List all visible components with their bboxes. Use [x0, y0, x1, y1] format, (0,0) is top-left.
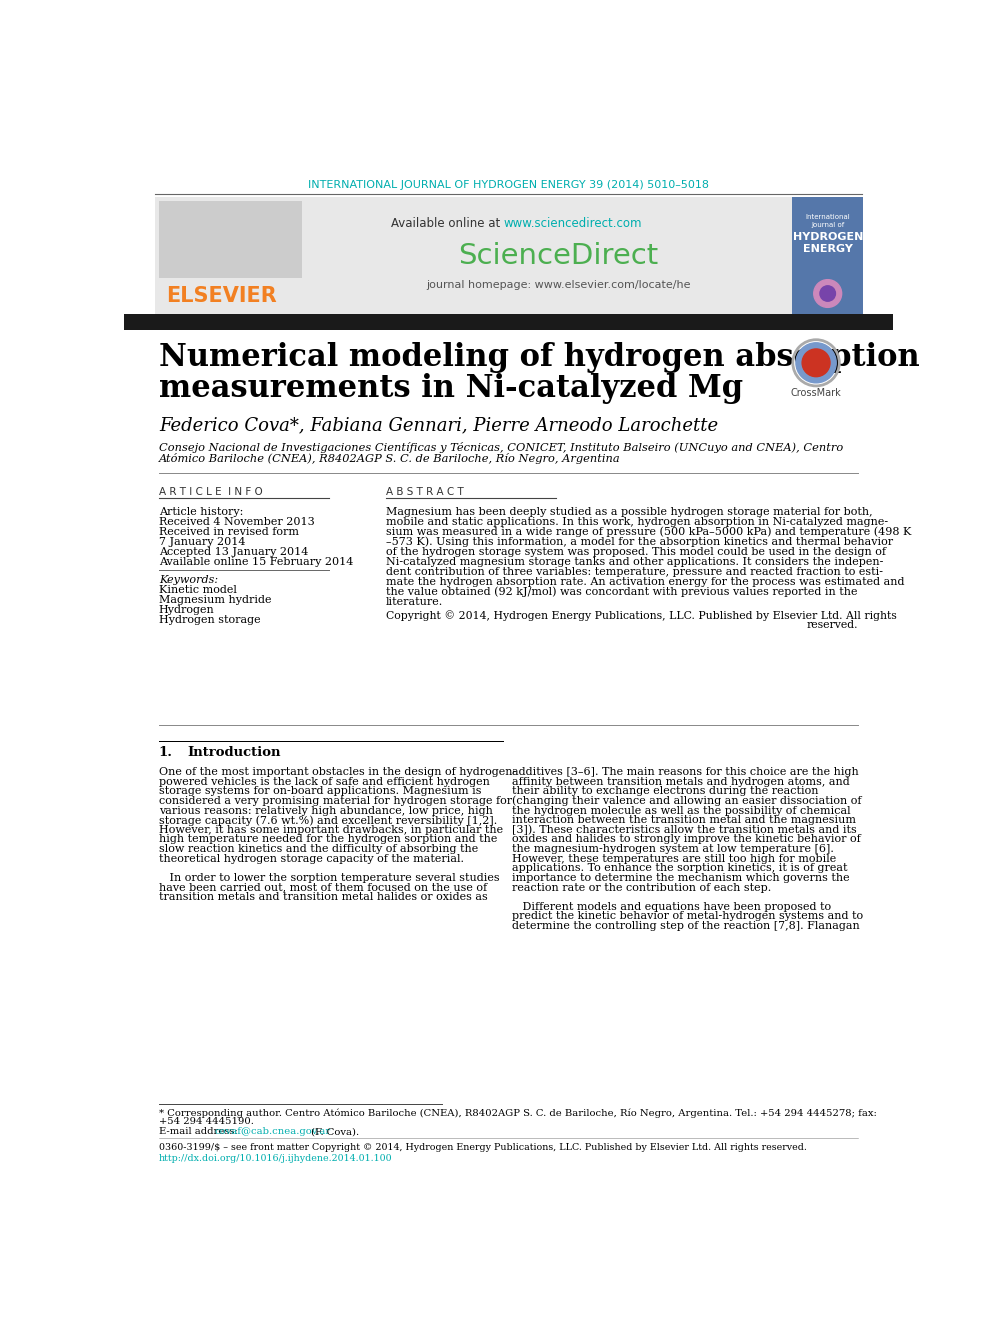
Text: Received in revised form: Received in revised form	[159, 527, 299, 537]
Circle shape	[803, 349, 830, 377]
Text: high temperature needed for the hydrogen sorption and the: high temperature needed for the hydrogen…	[159, 835, 497, 844]
Bar	[155, 197, 792, 315]
Text: their ability to exchange electrons during the reaction: their ability to exchange electrons duri…	[512, 786, 818, 796]
Text: sium was measured in a wide range of pressure (500 kPa–5000 kPa) and temperature: sium was measured in a wide range of pre…	[386, 527, 912, 537]
Text: In order to lower the sorption temperature several studies: In order to lower the sorption temperatu…	[159, 873, 500, 882]
Text: ScienceDirect: ScienceDirect	[458, 242, 658, 270]
Text: Magnesium has been deeply studied as a possible hydrogen storage material for bo: Magnesium has been deeply studied as a p…	[386, 507, 873, 517]
Text: mobile and static applications. In this work, hydrogen absorption in Ni-catalyze: mobile and static applications. In this …	[386, 517, 888, 527]
Text: Ni-catalyzed magnesium storage tanks and other applications. It considers the in: Ni-catalyzed magnesium storage tanks and…	[386, 557, 883, 566]
Text: Different models and equations have been proposed to: Different models and equations have been…	[512, 902, 830, 912]
Text: importance to determine the mechanism which governs the: importance to determine the mechanism wh…	[512, 873, 849, 882]
Text: powered vehicles is the lack of safe and efficient hydrogen: powered vehicles is the lack of safe and…	[159, 777, 490, 787]
Text: various reasons: relatively high abundance, low price, high: various reasons: relatively high abundan…	[159, 806, 493, 815]
Text: determine the controlling step of the reaction [7,8]. Flanagan: determine the controlling step of the re…	[512, 921, 859, 931]
Text: transition metals and transition metal halides or oxides as: transition metals and transition metal h…	[159, 892, 488, 902]
Text: Article history:: Article history:	[159, 507, 243, 517]
Bar	[124, 315, 893, 329]
Circle shape	[813, 279, 841, 307]
Text: –573 K). Using this information, a model for the absorption kinetics and thermal: –573 K). Using this information, a model…	[386, 537, 893, 548]
Text: journal homepage: www.elsevier.com/locate/he: journal homepage: www.elsevier.com/locat…	[426, 280, 690, 291]
Text: storage capacity (7.6 wt.%) and excellent reversibility [1,2].: storage capacity (7.6 wt.%) and excellen…	[159, 815, 497, 826]
Text: www.sciencedirect.com: www.sciencedirect.com	[504, 217, 642, 229]
Text: However, it has some important drawbacks, in particular the: However, it has some important drawbacks…	[159, 824, 503, 835]
Text: Accepted 13 January 2014: Accepted 13 January 2014	[159, 546, 309, 557]
Text: * Corresponding author. Centro Atómico Bariloche (CNEA), R8402AGP S. C. de Baril: * Corresponding author. Centro Atómico B…	[159, 1109, 877, 1118]
Text: considered a very promising material for hydrogen storage for: considered a very promising material for…	[159, 796, 512, 806]
Text: oxides and halides to strongly improve the kinetic behavior of: oxides and halides to strongly improve t…	[512, 835, 860, 844]
Text: http://dx.doi.org/10.1016/j.ijhydene.2014.01.100: http://dx.doi.org/10.1016/j.ijhydene.201…	[159, 1154, 393, 1163]
Text: 1.: 1.	[159, 745, 173, 758]
Text: storage systems for on-board applications. Magnesium is: storage systems for on-board application…	[159, 786, 481, 796]
Text: International
Journal of: International Journal of	[806, 214, 850, 228]
Text: Introduction: Introduction	[187, 745, 281, 758]
Text: Federico Cova*, Fabiana Gennari, Pierre Arneodo Larochette: Federico Cova*, Fabiana Gennari, Pierre …	[159, 415, 718, 434]
Text: the value obtained (92 kJ/mol) was concordant with previous values reported in t: the value obtained (92 kJ/mol) was conco…	[386, 587, 857, 598]
Text: reaction rate or the contribution of each step.: reaction rate or the contribution of eac…	[512, 882, 771, 893]
Text: covaf@cab.cnea.gov.ar: covaf@cab.cnea.gov.ar	[214, 1127, 331, 1136]
Text: dent contribution of three variables: temperature, pressure and reacted fraction: dent contribution of three variables: te…	[386, 566, 883, 577]
Circle shape	[820, 286, 835, 302]
Text: of the hydrogen storage system was proposed. This model could be used in the des: of the hydrogen storage system was propo…	[386, 546, 886, 557]
Text: HYDROGEN
ENERGY: HYDROGEN ENERGY	[793, 232, 863, 254]
Text: Hydrogen: Hydrogen	[159, 605, 214, 615]
Text: have been carried out, most of them focused on the use of: have been carried out, most of them focu…	[159, 882, 487, 893]
Text: Consejo Nacional de Investigaciones Científicas y Técnicas, CONICET, Instituto B: Consejo Nacional de Investigaciones Cien…	[159, 442, 843, 452]
Text: additives [3–6]. The main reasons for this choice are the high: additives [3–6]. The main reasons for th…	[512, 767, 858, 777]
Text: Atómico Bariloche (CNEA), R8402AGP S. C. de Bariloche, Río Negro, Argentina: Atómico Bariloche (CNEA), R8402AGP S. C.…	[159, 452, 621, 464]
Text: affinity between transition metals and hydrogen atoms, and: affinity between transition metals and h…	[512, 777, 849, 787]
Bar	[159, 741, 504, 742]
Text: Copyright © 2014, Hydrogen Energy Publications, LLC. Published by Elsevier Ltd. : Copyright © 2014, Hydrogen Energy Public…	[386, 610, 897, 620]
Text: interaction between the transition metal and the magnesium: interaction between the transition metal…	[512, 815, 855, 826]
Text: the hydrogen molecule as well as the possibility of chemical: the hydrogen molecule as well as the pos…	[512, 806, 850, 815]
Text: E-mail address:: E-mail address:	[159, 1127, 241, 1136]
Text: 7 January 2014: 7 January 2014	[159, 537, 245, 546]
Text: Magnesium hydride: Magnesium hydride	[159, 594, 272, 605]
Text: the magnesium-hydrogen system at low temperature [6].: the magnesium-hydrogen system at low tem…	[512, 844, 833, 855]
Text: predict the kinetic behavior of metal-hydrogen systems and to: predict the kinetic behavior of metal-hy…	[512, 912, 863, 921]
Text: (F. Cova).: (F. Cova).	[308, 1127, 359, 1136]
Text: slow reaction kinetics and the difficulty of absorbing the: slow reaction kinetics and the difficult…	[159, 844, 478, 855]
Text: Available online at: Available online at	[391, 217, 504, 229]
Text: mate the hydrogen absorption rate. An activation energy for the process was esti: mate the hydrogen absorption rate. An ac…	[386, 577, 905, 587]
Text: Hydrogen storage: Hydrogen storage	[159, 615, 261, 624]
Text: CrossMark: CrossMark	[791, 388, 841, 398]
Bar	[159, 201, 303, 278]
Text: Numerical modeling of hydrogen absorption: Numerical modeling of hydrogen absorptio…	[159, 343, 920, 373]
Text: Received 4 November 2013: Received 4 November 2013	[159, 517, 314, 527]
Text: literature.: literature.	[386, 597, 443, 607]
Text: Available online 15 February 2014: Available online 15 February 2014	[159, 557, 353, 566]
Text: 0360-3199/$ – see front matter Copyright © 2014, Hydrogen Energy Publications, L: 0360-3199/$ – see front matter Copyright…	[159, 1143, 806, 1152]
Text: (changing their valence and allowing an easier dissociation of: (changing their valence and allowing an …	[512, 796, 861, 807]
Text: [3]). These characteristics allow the transition metals and its: [3]). These characteristics allow the tr…	[512, 824, 856, 835]
Text: A R T I C L E  I N F O: A R T I C L E I N F O	[159, 487, 263, 496]
Text: Keywords:: Keywords:	[159, 574, 218, 585]
Text: reserved.: reserved.	[806, 620, 858, 630]
Circle shape	[796, 343, 836, 382]
Text: INTERNATIONAL JOURNAL OF HYDROGEN ENERGY 39 (2014) 5010–5018: INTERNATIONAL JOURNAL OF HYDROGEN ENERGY…	[308, 180, 709, 191]
Bar	[792, 197, 863, 315]
Text: +54 294 4445190.: +54 294 4445190.	[159, 1118, 254, 1126]
Text: A B S T R A C T: A B S T R A C T	[386, 487, 463, 496]
Text: ELSEVIER: ELSEVIER	[167, 286, 278, 306]
Text: theoretical hydrogen storage capacity of the material.: theoretical hydrogen storage capacity of…	[159, 853, 464, 864]
Text: However, these temperatures are still too high for mobile: However, these temperatures are still to…	[512, 853, 835, 864]
Text: Kinetic model: Kinetic model	[159, 585, 237, 594]
Text: measurements in Ni-catalyzed Mg: measurements in Ni-catalyzed Mg	[159, 373, 743, 404]
Text: applications. To enhance the sorption kinetics, it is of great: applications. To enhance the sorption ki…	[512, 864, 847, 873]
Text: One of the most important obstacles in the design of hydrogen-: One of the most important obstacles in t…	[159, 767, 516, 777]
